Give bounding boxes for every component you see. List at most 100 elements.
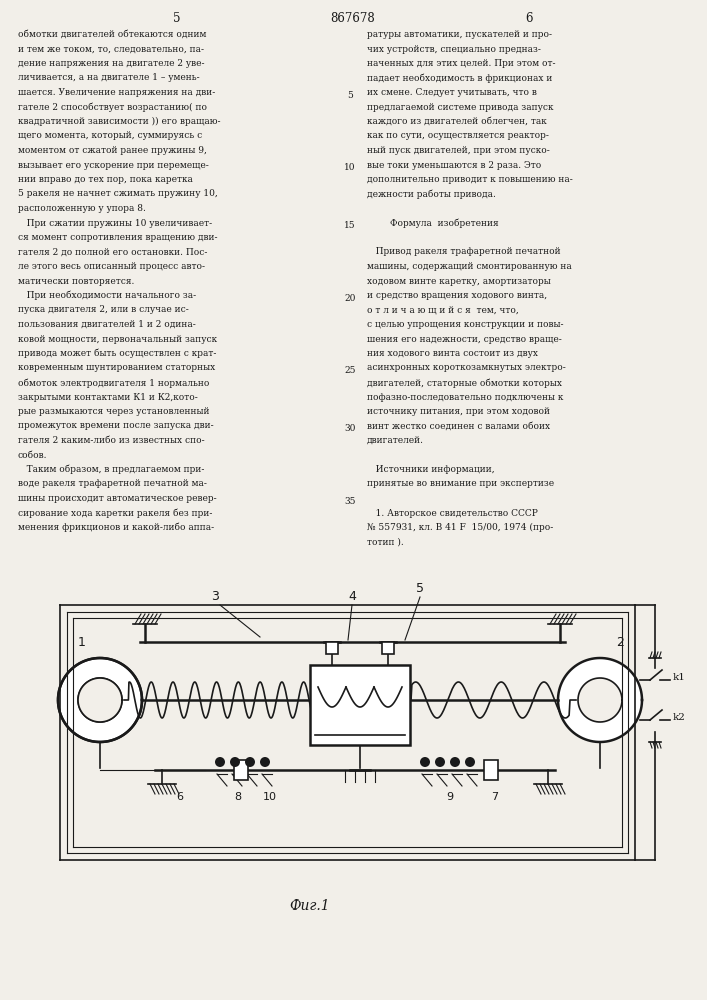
Text: шины происходит автоматическое ревер-: шины происходит автоматическое ревер- (18, 494, 216, 503)
Text: k2: k2 (673, 714, 686, 722)
Text: с целью упрощения конструкции и повы-: с целью упрощения конструкции и повы- (367, 320, 563, 329)
Bar (326, 642, 338, 654)
Text: двигателей.: двигателей. (367, 436, 424, 445)
Text: 10: 10 (263, 792, 277, 802)
Polygon shape (78, 678, 122, 722)
Text: как по сути, осуществляется реактор-: как по сути, осуществляется реактор- (367, 131, 549, 140)
Text: промежуток времени после запуска дви-: промежуток времени после запуска дви- (18, 422, 214, 430)
Text: вызывает его ускорение при перемеще-: вызывает его ускорение при перемеще- (18, 160, 209, 169)
Text: 1. Авторское свидетельство СССР: 1. Авторское свидетельство СССР (367, 508, 538, 518)
Text: 6: 6 (177, 792, 184, 802)
Text: моментом от сжатой ранее пружины 9,: моментом от сжатой ранее пружины 9, (18, 146, 207, 155)
Text: ковременным шунтированием статорных: ковременным шунтированием статорных (18, 363, 215, 372)
Text: 15: 15 (344, 221, 356, 230)
Text: 20: 20 (344, 294, 356, 303)
Text: и тем же током, то, следовательно, па-: и тем же током, то, следовательно, па- (18, 44, 204, 53)
Text: принятые во внимание при экспертизе: принятые во внимание при экспертизе (367, 480, 554, 488)
Text: Формула  изобретения: Формула изобретения (367, 219, 498, 228)
Text: 5 ракеля не начнет сжимать пружину 10,: 5 ракеля не начнет сжимать пружину 10, (18, 190, 218, 198)
Text: 6: 6 (526, 12, 533, 25)
Text: двигателей, статорные обмотки которых: двигателей, статорные обмотки которых (367, 378, 562, 387)
Text: собов.: собов. (18, 450, 47, 460)
Polygon shape (578, 678, 622, 722)
Text: 8: 8 (235, 792, 242, 802)
Text: и средство вращения ходового винта,: и средство вращения ходового винта, (367, 291, 547, 300)
Bar (484, 760, 498, 780)
Text: пофазно-последовательно подключены к: пофазно-последовательно подключены к (367, 392, 563, 401)
Text: 3: 3 (211, 590, 219, 603)
Text: гателя 2 каким-либо из известных спо-: гателя 2 каким-либо из известных спо- (18, 436, 204, 445)
Circle shape (435, 757, 445, 767)
Text: шения его надежности, средство враще-: шения его надежности, средство враще- (367, 334, 562, 344)
Text: Привод ракеля трафаретной печатной: Привод ракеля трафаретной печатной (367, 247, 561, 256)
Text: 2: 2 (616, 636, 624, 649)
Text: Фиг.1: Фиг.1 (290, 899, 330, 913)
Text: нии вправо до тех пор, пока каретка: нии вправо до тех пор, пока каретка (18, 175, 193, 184)
Text: матически повторяется.: матически повторяется. (18, 276, 134, 286)
Circle shape (465, 757, 475, 767)
Circle shape (450, 757, 460, 767)
Text: 867678: 867678 (331, 12, 375, 25)
Text: ле этого весь описанный процесс авто-: ле этого весь описанный процесс авто- (18, 262, 205, 271)
Bar (382, 642, 394, 654)
Text: гателе 2 способствует возрастанию( по: гателе 2 способствует возрастанию( по (18, 103, 207, 112)
Bar (234, 760, 248, 780)
Circle shape (230, 757, 240, 767)
Text: k1: k1 (673, 674, 686, 682)
Circle shape (420, 757, 430, 767)
Text: асинхронных короткозамкнутых электро-: асинхронных короткозамкнутых электро- (367, 363, 566, 372)
Text: наченных для этих целей. При этом от-: наченных для этих целей. При этом от- (367, 59, 556, 68)
Text: 30: 30 (344, 424, 356, 433)
Circle shape (215, 757, 225, 767)
Text: щего момента, который, суммируясь с: щего момента, который, суммируясь с (18, 131, 202, 140)
Text: источнику питания, при этом ходовой: источнику питания, при этом ходовой (367, 407, 550, 416)
Text: При необходимости начального за-: При необходимости начального за- (18, 291, 196, 300)
Text: 25: 25 (344, 366, 356, 375)
Text: обмоток электродвигателя 1 нормально: обмоток электродвигателя 1 нормально (18, 378, 209, 387)
Text: Источники информации,: Источники информации, (367, 465, 495, 474)
Text: ходовом винте каретку, амортизаторы: ходовом винте каретку, амортизаторы (367, 276, 551, 286)
Text: чих устройств, специально предназ-: чих устройств, специально предназ- (367, 44, 541, 53)
Text: гателя 2 до полной его остановки. Пос-: гателя 2 до полной его остановки. Пос- (18, 247, 207, 256)
Text: привода может быть осуществлен с крат-: привода может быть осуществлен с крат- (18, 349, 216, 359)
Text: квадратичной зависимости )) его вращаю-: квадратичной зависимости )) его вращаю- (18, 117, 221, 126)
Text: 5: 5 (173, 12, 180, 25)
Text: шается. Увеличение напряжения на дви-: шается. Увеличение напряжения на дви- (18, 88, 215, 97)
Text: предлагаемой системе привода запуск: предлагаемой системе привода запуск (367, 103, 554, 111)
Text: вые токи уменьшаются в 2 раза. Это: вые токи уменьшаются в 2 раза. Это (367, 160, 542, 169)
Text: сирование хода каретки ракеля без при-: сирование хода каретки ракеля без при- (18, 508, 212, 518)
Text: ный пуск двигателей, при этом пуско-: ный пуск двигателей, при этом пуско- (367, 146, 550, 155)
Text: 10: 10 (344, 163, 356, 172)
Text: ковой мощности, первоначальный запуск: ковой мощности, первоначальный запуск (18, 334, 217, 344)
Text: пуска двигателя 2, или в случае ис-: пуска двигателя 2, или в случае ис- (18, 306, 189, 314)
Text: ратуры автоматики, пускателей и про-: ратуры автоматики, пускателей и про- (367, 30, 552, 39)
Circle shape (260, 757, 270, 767)
Text: Таким образом, в предлагаемом при-: Таким образом, в предлагаемом при- (18, 465, 204, 475)
Text: личивается, а на двигателе 1 – умень-: личивается, а на двигателе 1 – умень- (18, 74, 199, 83)
Text: винт жестко соединен с валами обоих: винт жестко соединен с валами обоих (367, 422, 550, 430)
Text: 1: 1 (78, 636, 86, 649)
Text: расположенную у упора 8.: расположенную у упора 8. (18, 204, 146, 213)
Text: ся момент сопротивления вращению дви-: ся момент сопротивления вращению дви- (18, 233, 218, 242)
Text: воде ракеля трафаретной печатной ма-: воде ракеля трафаретной печатной ма- (18, 480, 207, 488)
Text: каждого из двигателей облегчен, так: каждого из двигателей облегчен, так (367, 117, 547, 126)
Text: о т л и ч а ю щ и й с я  тем, что,: о т л и ч а ю щ и й с я тем, что, (367, 306, 519, 314)
Circle shape (245, 757, 255, 767)
Text: 5: 5 (416, 582, 424, 595)
Text: 9: 9 (446, 792, 454, 802)
Polygon shape (558, 658, 642, 742)
Text: дополнительно приводит к повышению на-: дополнительно приводит к повышению на- (367, 175, 573, 184)
Text: 4: 4 (348, 590, 356, 603)
Text: их смене. Следует учитывать, что в: их смене. Следует учитывать, что в (367, 88, 537, 97)
Text: 35: 35 (344, 497, 356, 506)
Text: падает необходимость в фрикционах и: падает необходимость в фрикционах и (367, 74, 552, 83)
Text: тотип ).: тотип ). (367, 538, 404, 546)
Polygon shape (58, 658, 142, 742)
Text: обмотки двигателей обтекаются одним: обмотки двигателей обтекаются одним (18, 30, 206, 39)
Bar (310, 665, 410, 745)
Text: менения фрикционов и какой-либо аппа-: менения фрикционов и какой-либо аппа- (18, 523, 214, 532)
Text: закрытыми контактами К1 и К2,кото-: закрытыми контактами К1 и К2,кото- (18, 392, 198, 401)
Text: При сжатии пружины 10 увеличивает-: При сжатии пружины 10 увеличивает- (18, 219, 212, 228)
Text: ния ходового винта состоит из двух: ния ходового винта состоит из двух (367, 349, 538, 358)
Text: 7: 7 (491, 792, 498, 802)
